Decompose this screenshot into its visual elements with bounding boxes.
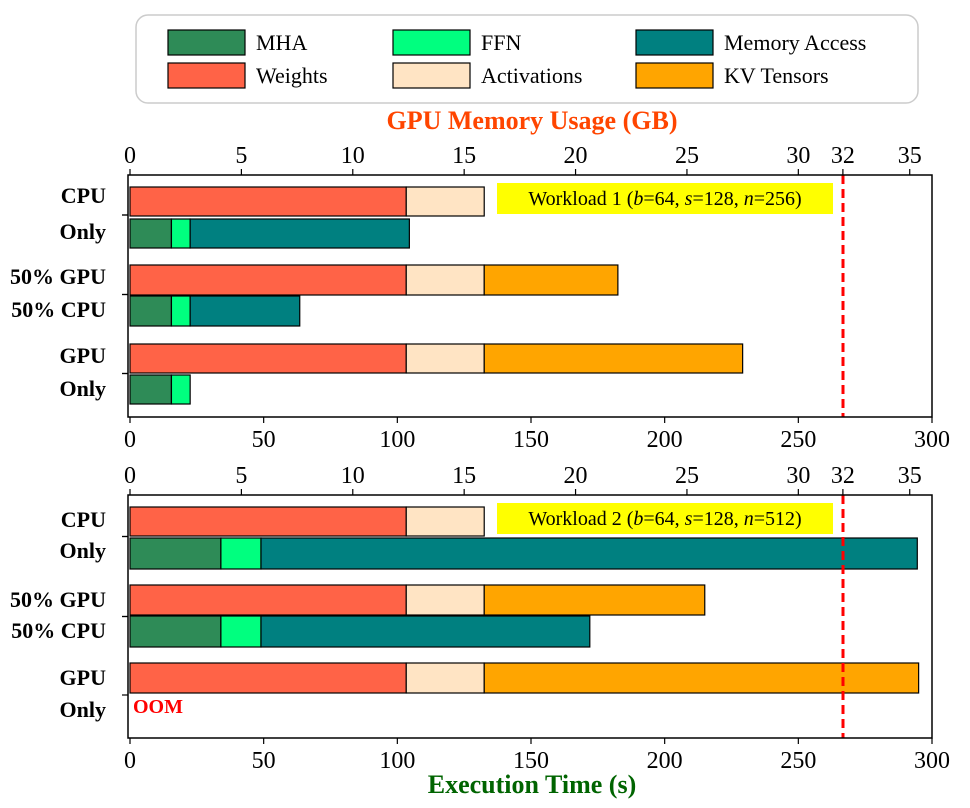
- top-tick-label-p2-30: 30: [786, 463, 810, 489]
- bottom-tick-label-p2-300: 300: [914, 748, 950, 774]
- bar-p1-50-gpu-50-cpu-mha: [129, 295, 173, 327]
- group-label-p2-gpu-only-line2: Only: [60, 697, 106, 722]
- legend-frame: [135, 14, 919, 104]
- bar-p1-gpu-only-activations: [405, 343, 485, 374]
- bottom-tick-label-p2-150: 150: [513, 748, 549, 774]
- bottom-tick-label-p1-200: 200: [647, 427, 683, 453]
- bar-p1-cpu-only-memory-access: [189, 218, 410, 249]
- bar-p2-50-gpu-50-cpu-weights: [129, 584, 407, 616]
- panel-2-oom-label: OOM: [133, 696, 183, 718]
- group-label-p2-50-gpu-50-cpu-line2: 50% CPU: [11, 618, 106, 643]
- group-label-p1-50-gpu-50-cpu-line2: 50% CPU: [11, 297, 106, 322]
- top-tick-label-p2-0: 0: [124, 463, 136, 489]
- bar-p2-50-gpu-50-cpu-activations: [405, 584, 485, 616]
- panel-workload-1: Workload 1 (b=64, s=128, n=256) 0 5 10 15 20…: [10, 143, 950, 453]
- bottom-tick-label-p2-200: 200: [647, 748, 683, 774]
- top-tick-label-p2-5: 5: [235, 463, 247, 489]
- group-label-p2-gpu-only-line1: GPU: [60, 665, 107, 690]
- top-tick-label-p2-10: 10: [341, 463, 365, 489]
- bar-p2-50-gpu-50-cpu-mha: [129, 615, 222, 648]
- bar-p1-gpu-only-kv-tensors: [483, 343, 744, 374]
- panel-1-frame: [127, 174, 933, 418]
- top-tick-label-p1-32: 32: [831, 143, 855, 169]
- group-label-p2-50-gpu-50-cpu-line1: 50% GPU: [10, 587, 106, 612]
- bottom-tick-label-p2-100: 100: [379, 748, 415, 774]
- bar-p1-cpu-only-ffn: [170, 218, 191, 249]
- bottom-tick-label-p1-0: 0: [124, 427, 136, 453]
- bottom-axis-title: Execution Time (s): [428, 770, 636, 799]
- group-label-p1-gpu-only-line2: Only: [60, 376, 106, 401]
- group-label-p2-cpu-only-line1: CPU: [61, 507, 106, 532]
- group-label-p1-gpu-only-line1: GPU: [60, 343, 107, 368]
- legend-label-memory-access: Memory Access: [724, 30, 866, 55]
- bar-p1-gpu-only-ffn: [170, 374, 191, 405]
- panel-2-workload-label: Workload 2 (b=64, s=128, n=512): [528, 508, 801, 530]
- group-label-p1-cpu-only-line2: Only: [60, 219, 106, 244]
- bar-p1-gpu-only-mha: [129, 374, 173, 405]
- legend-label-mha: MHA: [256, 30, 307, 55]
- bar-p1-cpu-only-mha: [129, 218, 173, 249]
- panel-workload-2: Workload 2 (b=64, s=128, n=512) OOM 0 5 10…: [10, 463, 950, 774]
- top-axis-title: GPU Memory Usage (GB): [387, 106, 678, 135]
- bottom-tick-label-p1-300: 300: [914, 427, 950, 453]
- group-label-p2-cpu-only-line2: Only: [60, 538, 106, 563]
- legend-swatch-weights: [167, 62, 246, 89]
- top-tick-label-p2-20: 20: [564, 463, 588, 489]
- top-tick-label-p1-20: 20: [564, 143, 588, 169]
- bar-p2-cpu-only-ffn: [220, 537, 262, 570]
- bottom-tick-label-p2-250: 250: [780, 748, 816, 774]
- panel-1-workload-box: [497, 183, 833, 214]
- bar-p1-cpu-only-activations: [405, 186, 485, 217]
- top-tick-label-p1-5: 5: [235, 143, 247, 169]
- top-tick-label-p1-35: 35: [898, 143, 922, 169]
- bar-p2-cpu-only-activations: [405, 506, 485, 537]
- bar-p2-gpu-only-activations: [405, 662, 485, 694]
- bar-p1-50-gpu-50-cpu-memory-access: [189, 295, 301, 327]
- bar-p2-50-gpu-50-cpu-kv-tensors: [483, 584, 706, 616]
- group-label-p1-50-gpu-50-cpu-line1: 50% GPU: [10, 264, 106, 289]
- legend-swatch-activations: [392, 62, 471, 89]
- top-tick-label-p1-25: 25: [675, 143, 699, 169]
- bar-p2-50-gpu-50-cpu-ffn: [220, 615, 262, 648]
- bar-p1-gpu-only-weights: [129, 343, 407, 374]
- bar-p2-cpu-only-memory-access: [260, 537, 918, 570]
- bar-p2-cpu-only-mha: [129, 537, 222, 570]
- legend-label-ffn: FFN: [481, 30, 521, 55]
- legend-label-activations: Activations: [481, 63, 582, 88]
- bar-p2-cpu-only-weights: [129, 506, 407, 537]
- bottom-tick-label-p2-0: 0: [124, 748, 136, 774]
- bar-p2-gpu-only-weights: [129, 662, 407, 694]
- group-label-p1-cpu-only-line1: CPU: [61, 183, 106, 208]
- bottom-tick-label-p1-50: 50: [252, 427, 276, 453]
- top-tick-label-p1-10: 10: [341, 143, 365, 169]
- top-tick-label-p1-30: 30: [786, 143, 810, 169]
- top-tick-label-p2-35: 35: [898, 463, 922, 489]
- legend-swatch-memory-access: [635, 29, 714, 56]
- legend-swatch-ffn: [392, 29, 471, 56]
- panel-2-workload-box: [497, 503, 833, 534]
- legend: MHA FFN Memory Access Weights Activation…: [135, 14, 919, 104]
- bottom-tick-label-p2-50: 50: [252, 748, 276, 774]
- bar-p1-50-gpu-50-cpu-activations: [405, 264, 485, 296]
- top-tick-label-p1-0: 0: [124, 143, 136, 169]
- top-tick-label-p2-25: 25: [675, 463, 699, 489]
- legend-swatch-mha: [167, 29, 246, 56]
- legend-swatch-kv-tensors: [635, 62, 714, 89]
- bar-p1-50-gpu-50-cpu-ffn: [170, 295, 191, 327]
- bar-p1-50-gpu-50-cpu-kv-tensors: [483, 264, 619, 296]
- bar-p1-cpu-only-weights: [129, 186, 407, 217]
- bottom-tick-label-p1-150: 150: [513, 427, 549, 453]
- top-tick-label-p1-15: 15: [452, 143, 476, 169]
- bar-p2-gpu-only-kv-tensors: [483, 662, 920, 694]
- top-tick-label-p2-15: 15: [452, 463, 476, 489]
- panel-1-workload-label: Workload 1 (b=64, s=128, n=256): [528, 188, 801, 210]
- bar-p1-50-gpu-50-cpu-weights: [129, 264, 407, 296]
- legend-label-weights: Weights: [256, 63, 328, 88]
- top-tick-label-p2-32: 32: [831, 463, 855, 489]
- bottom-tick-label-p1-250: 250: [780, 427, 816, 453]
- bar-p2-50-gpu-50-cpu-memory-access: [260, 615, 591, 648]
- bottom-tick-label-p1-100: 100: [379, 427, 415, 453]
- legend-label-kv-tensors: KV Tensors: [724, 63, 829, 88]
